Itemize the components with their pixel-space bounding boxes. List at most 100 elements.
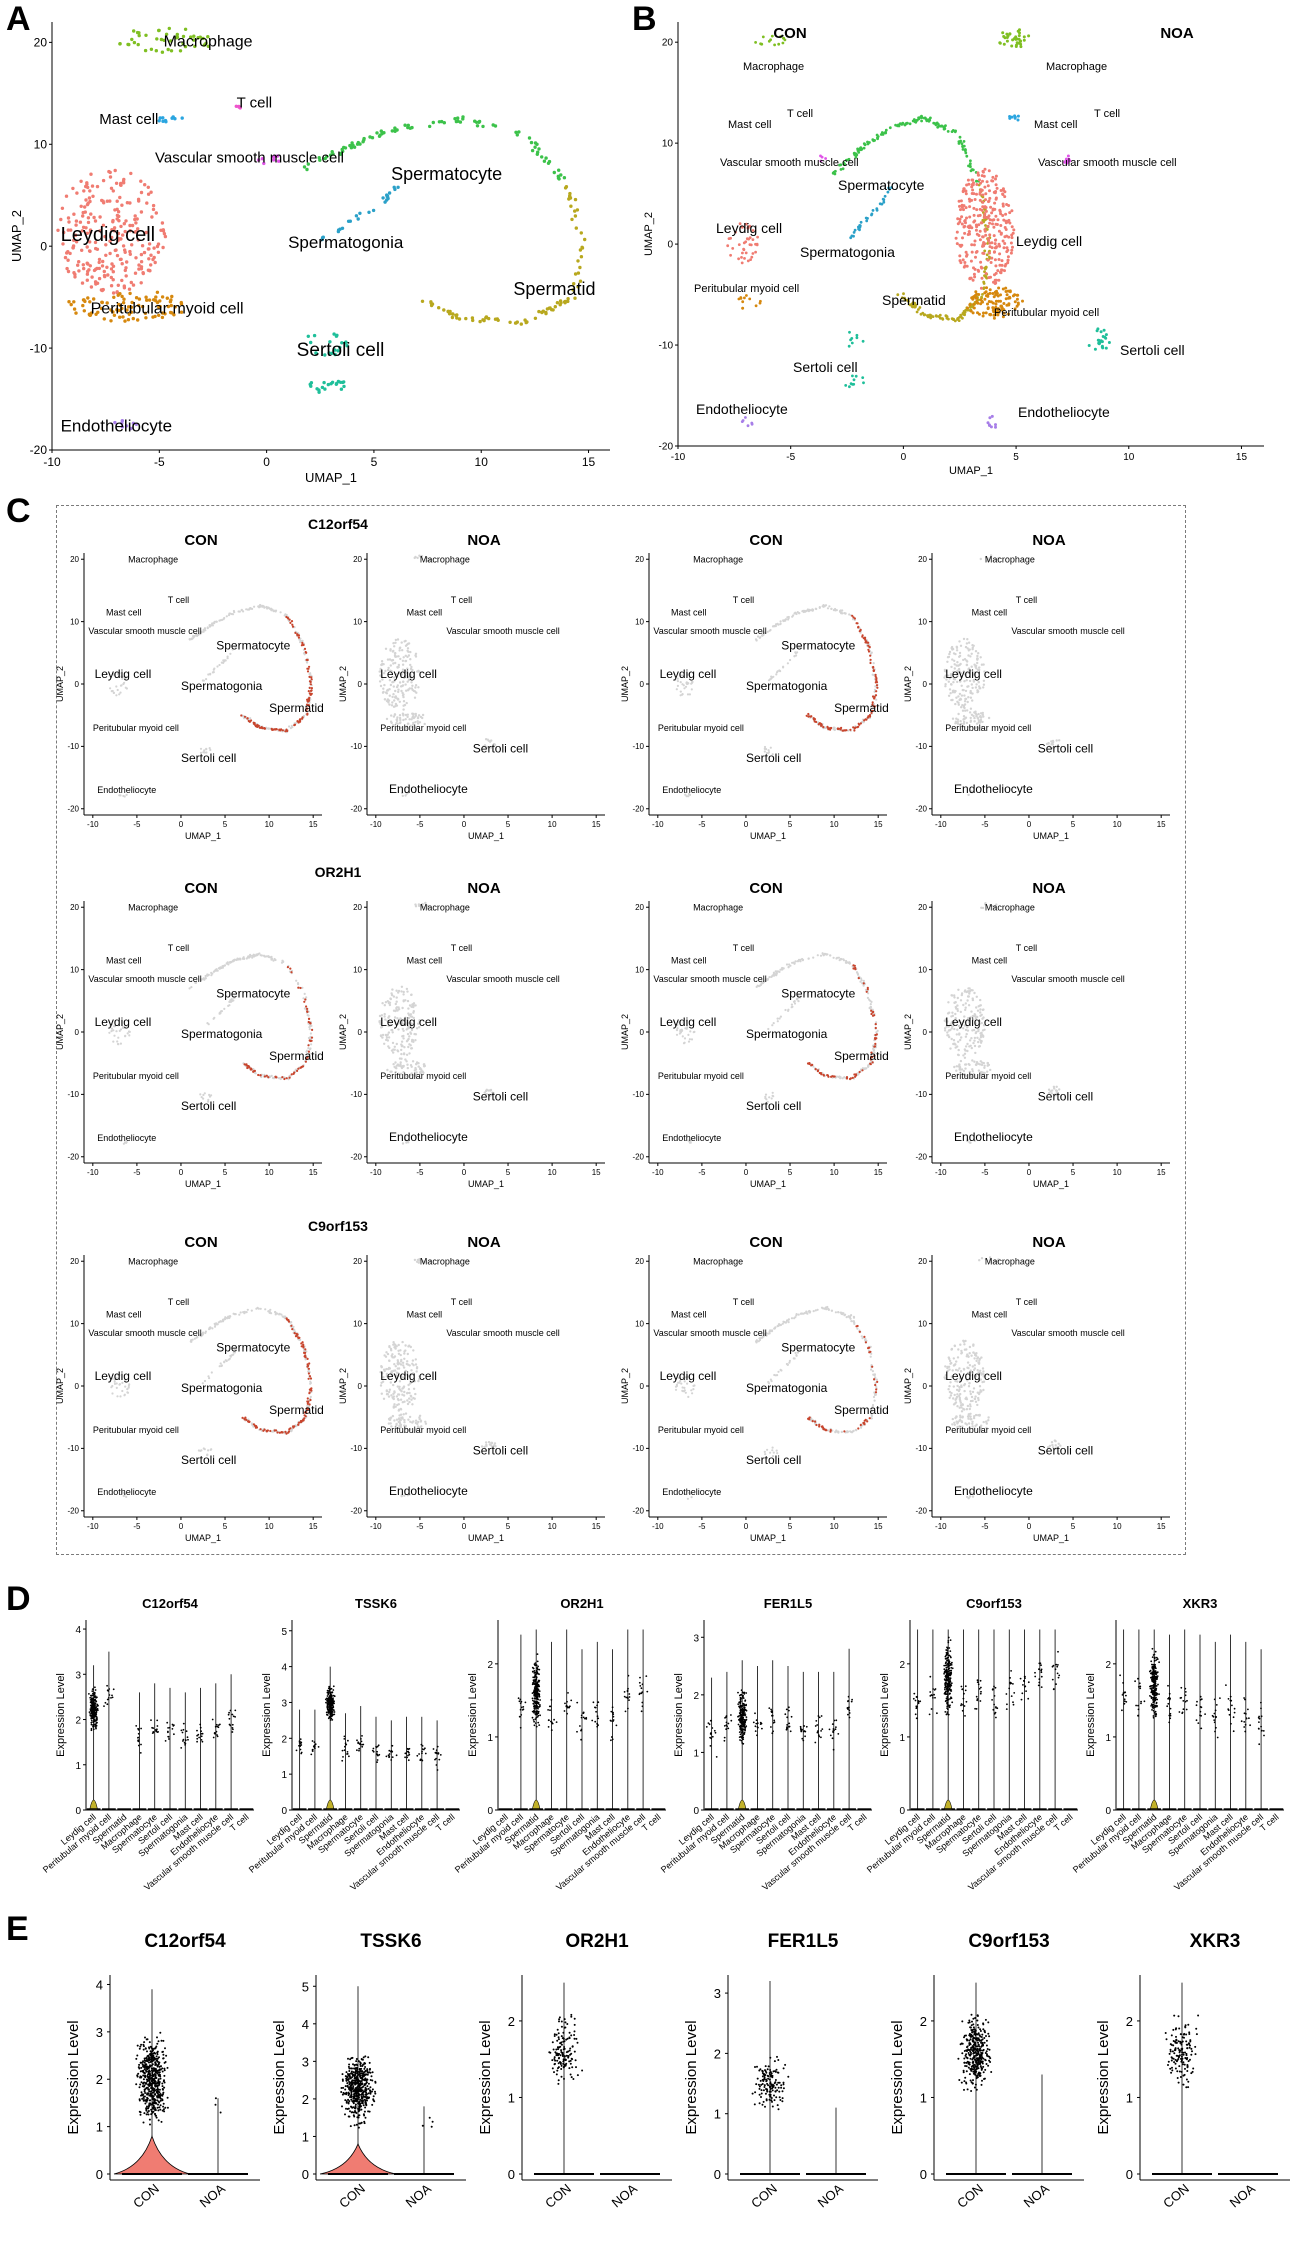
cell-point (270, 1074, 273, 1077)
cell-point (1013, 300, 1017, 304)
cell-point (853, 1073, 856, 1076)
cell-point (965, 642, 969, 645)
cell-point (80, 229, 85, 233)
cell-point (981, 1029, 985, 1032)
cell-point (225, 615, 228, 618)
cell-point (759, 42, 762, 46)
cell-point (413, 1032, 416, 1036)
cell-point (952, 1039, 956, 1042)
cell-point (118, 693, 121, 696)
cell-point (397, 989, 401, 993)
cell-point (980, 174, 984, 178)
cell-point (1022, 38, 1026, 42)
cell-point (743, 296, 746, 300)
cell-point (759, 983, 763, 986)
cell-point (776, 1017, 779, 1020)
cell-point (412, 1022, 415, 1025)
cell-point (378, 680, 382, 683)
cell-point (676, 684, 680, 687)
cell-point (88, 228, 93, 232)
cell-point (825, 953, 828, 956)
cell-point (975, 300, 978, 304)
cell-point (121, 315, 125, 319)
cell-point (968, 276, 972, 280)
cell-point (402, 1052, 406, 1055)
group-title-noa: NOA (1160, 25, 1194, 42)
cell-point (683, 687, 686, 690)
cell-point (963, 717, 967, 720)
cell-point (409, 658, 412, 661)
cell-point (209, 748, 212, 752)
cell-point (771, 974, 774, 977)
cell-point (983, 212, 987, 216)
cell-point (824, 157, 827, 160)
x-tick-label: -10 (935, 820, 947, 829)
cell-point (965, 1032, 968, 1036)
cell-point (540, 310, 544, 314)
cell-point (987, 1063, 991, 1067)
y-axis-title: UMAP_2 (55, 1014, 65, 1050)
cell-point (288, 1076, 291, 1079)
cell-point (286, 966, 289, 969)
cell-point (853, 228, 857, 232)
cell-point (381, 1002, 384, 1005)
x-tick-label: 0 (744, 1168, 749, 1177)
cell-point (126, 305, 131, 309)
cell-point (206, 973, 209, 976)
cell-point (675, 688, 678, 691)
cell-point (871, 695, 875, 698)
cell-point (955, 242, 959, 246)
cell-point (167, 26, 171, 31)
cell-point (962, 670, 965, 673)
cell-point (384, 669, 387, 673)
cell-point (873, 688, 877, 691)
cell-point (983, 291, 987, 295)
cell-point (223, 659, 227, 662)
cell-point (302, 1065, 305, 1068)
cell-point (127, 42, 131, 47)
cell-point (981, 179, 984, 183)
cell-point (104, 243, 108, 247)
cell-point (90, 184, 95, 188)
cell-point (415, 691, 418, 694)
cell-point (204, 977, 207, 980)
cell-point (981, 244, 984, 248)
cell-point (676, 1027, 679, 1030)
cell-point (393, 713, 397, 716)
cell-point (964, 1063, 968, 1066)
cell-point (957, 1040, 960, 1043)
cell-point (974, 255, 977, 259)
cell-point (402, 1064, 405, 1068)
noa-label-sertoli: Sertoli cell (1120, 342, 1185, 358)
cell-point (310, 687, 313, 690)
cell-point (252, 1068, 255, 1071)
cell-point (393, 645, 396, 648)
cell-point (551, 308, 555, 312)
cell-point (102, 269, 107, 274)
cell-point (380, 660, 384, 663)
y-tick-label: 0 (75, 680, 80, 689)
cell-point (993, 201, 997, 205)
cell-point (120, 262, 124, 266)
cell-point (458, 120, 463, 124)
cell-point (949, 692, 952, 695)
cell-point (971, 646, 974, 649)
cell-point (267, 1076, 270, 1079)
cell-point (333, 348, 337, 352)
cluster-label-mast: Mast cell (407, 955, 443, 965)
cell-point (233, 1347, 236, 1350)
cell-point (943, 1019, 946, 1022)
cell-point (1003, 226, 1007, 229)
cell-point (122, 1491, 125, 1494)
cell-point (273, 1429, 276, 1432)
cell-point (965, 253, 969, 257)
cell-point (974, 228, 978, 232)
cell-point (228, 1315, 232, 1318)
cell-point (219, 1362, 222, 1365)
cell-point (988, 189, 991, 193)
cell-point (454, 119, 459, 124)
x-tick-label: -5 (416, 1522, 424, 1531)
cell-point (986, 184, 990, 188)
cluster-label-leydig: Leydig cell (95, 1015, 152, 1029)
cell-point (942, 127, 946, 131)
